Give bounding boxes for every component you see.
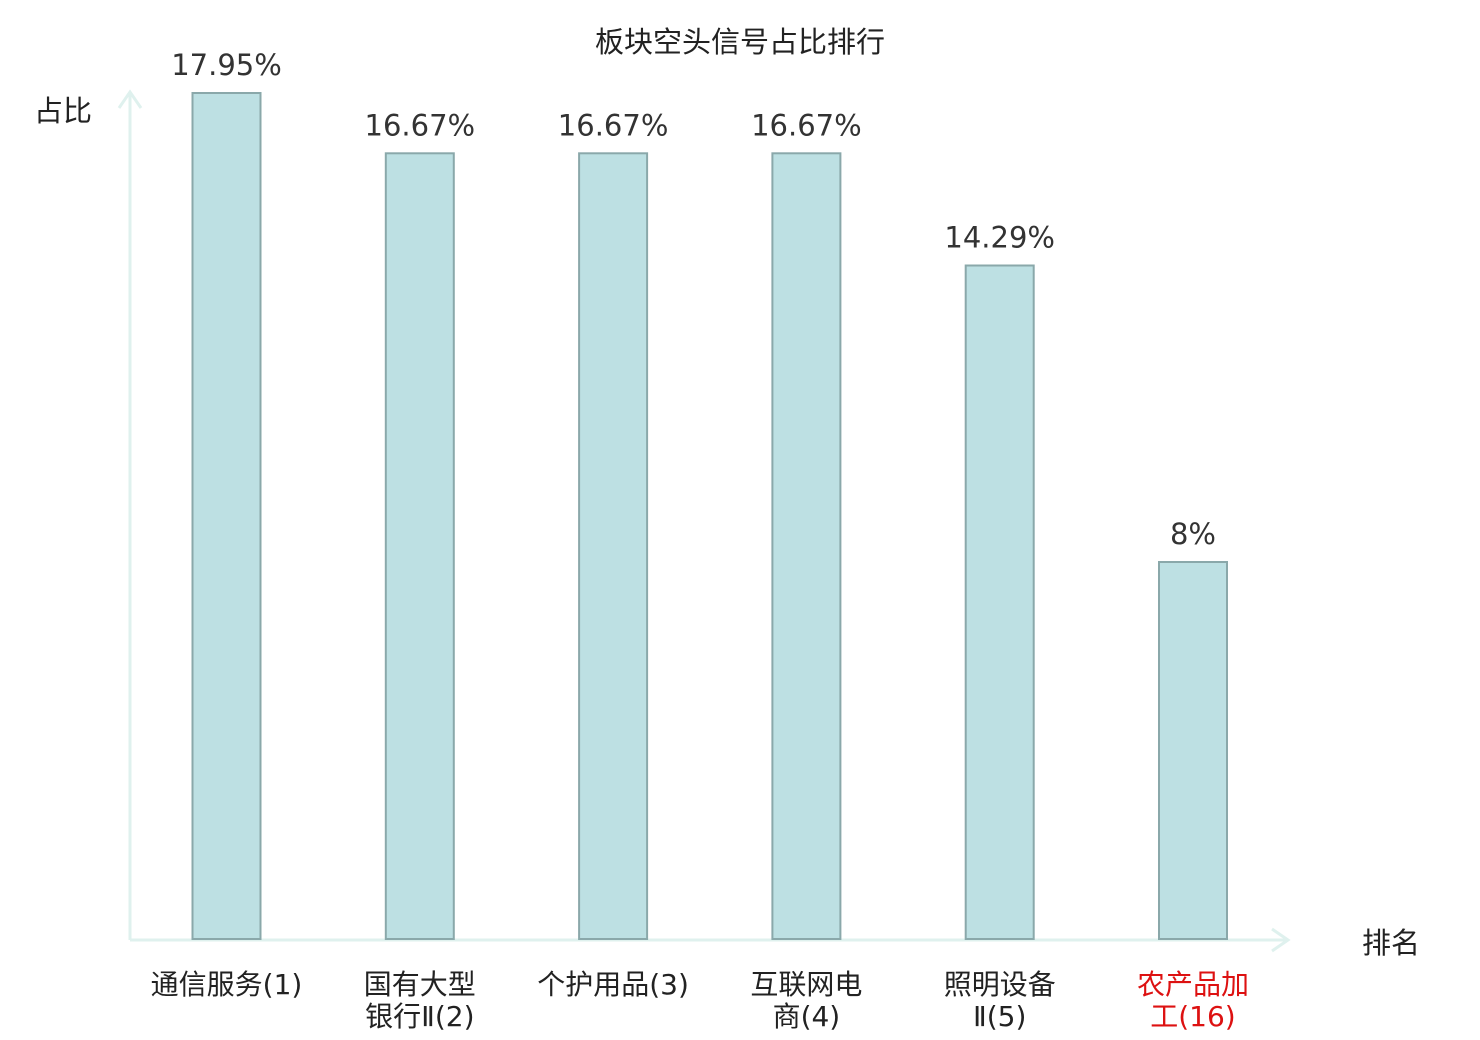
bar-value-label: 8% bbox=[1170, 517, 1216, 551]
bar-value-label: 16.67% bbox=[365, 108, 476, 142]
bar bbox=[191, 92, 262, 940]
category-label: 国有大型 bbox=[364, 968, 476, 1001]
category-label: 通信服务(1) bbox=[151, 968, 303, 1001]
category-label: 照明设备 bbox=[944, 968, 1056, 1001]
category-label: 工(16) bbox=[1150, 1000, 1235, 1033]
bar bbox=[578, 152, 649, 941]
bars bbox=[191, 92, 1228, 941]
bar-value-label: 14.29% bbox=[944, 221, 1055, 255]
y-axis-label: 占比 bbox=[34, 94, 92, 128]
bar-value-label: 16.67% bbox=[751, 108, 862, 142]
y-axis bbox=[117, 89, 143, 940]
bar bbox=[384, 152, 455, 941]
category-label: 个护用品(3) bbox=[537, 968, 689, 1001]
bar-value-label: 17.95% bbox=[171, 48, 282, 82]
x-axis-label: 排名 bbox=[1362, 926, 1420, 960]
x-axis bbox=[130, 927, 1291, 953]
bar-value-label: 16.67% bbox=[558, 108, 669, 142]
bar bbox=[1158, 561, 1228, 940]
chart-title: 板块空头信号占比排行 bbox=[595, 25, 885, 59]
category-label: 商(4) bbox=[773, 1000, 841, 1033]
bar bbox=[964, 264, 1035, 940]
category-label: 银行Ⅱ(2) bbox=[365, 1000, 474, 1033]
category-label: Ⅱ(5) bbox=[973, 1000, 1026, 1033]
bar bbox=[771, 152, 842, 941]
category-label: 农产品加 bbox=[1137, 968, 1249, 1001]
category-label: 互联网电 bbox=[750, 968, 862, 1001]
value-labels: 17.95% 16.67% 16.67% 16.67% 14.29% 8% bbox=[171, 48, 1216, 551]
